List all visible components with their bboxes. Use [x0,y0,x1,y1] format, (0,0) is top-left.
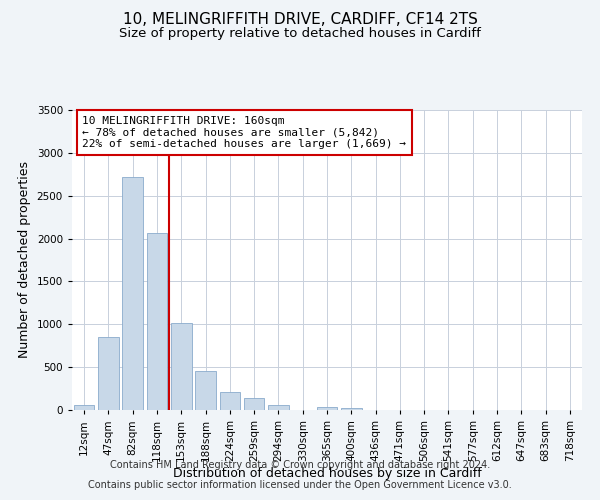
Bar [122,177,143,410]
Bar [317,408,337,410]
Bar [341,408,362,410]
Text: Size of property relative to detached houses in Cardiff: Size of property relative to detached ho… [119,28,481,40]
Bar [98,336,119,410]
Text: Contains public sector information licensed under the Open Government Licence v3: Contains public sector information licen… [88,480,512,490]
Bar [268,406,289,410]
Bar [171,324,191,410]
Bar [220,392,240,410]
Bar [146,234,167,410]
Bar [74,406,94,410]
Text: 10 MELINGRIFFITH DRIVE: 160sqm
← 78% of detached houses are smaller (5,842)
22% : 10 MELINGRIFFITH DRIVE: 160sqm ← 78% of … [82,116,406,149]
Text: Contains HM Land Registry data © Crown copyright and database right 2024.: Contains HM Land Registry data © Crown c… [110,460,490,470]
Bar [244,398,265,410]
Text: 10, MELINGRIFFITH DRIVE, CARDIFF, CF14 2TS: 10, MELINGRIFFITH DRIVE, CARDIFF, CF14 2… [122,12,478,28]
X-axis label: Distribution of detached houses by size in Cardiff: Distribution of detached houses by size … [173,466,481,479]
Bar [195,371,216,410]
Y-axis label: Number of detached properties: Number of detached properties [18,162,31,358]
